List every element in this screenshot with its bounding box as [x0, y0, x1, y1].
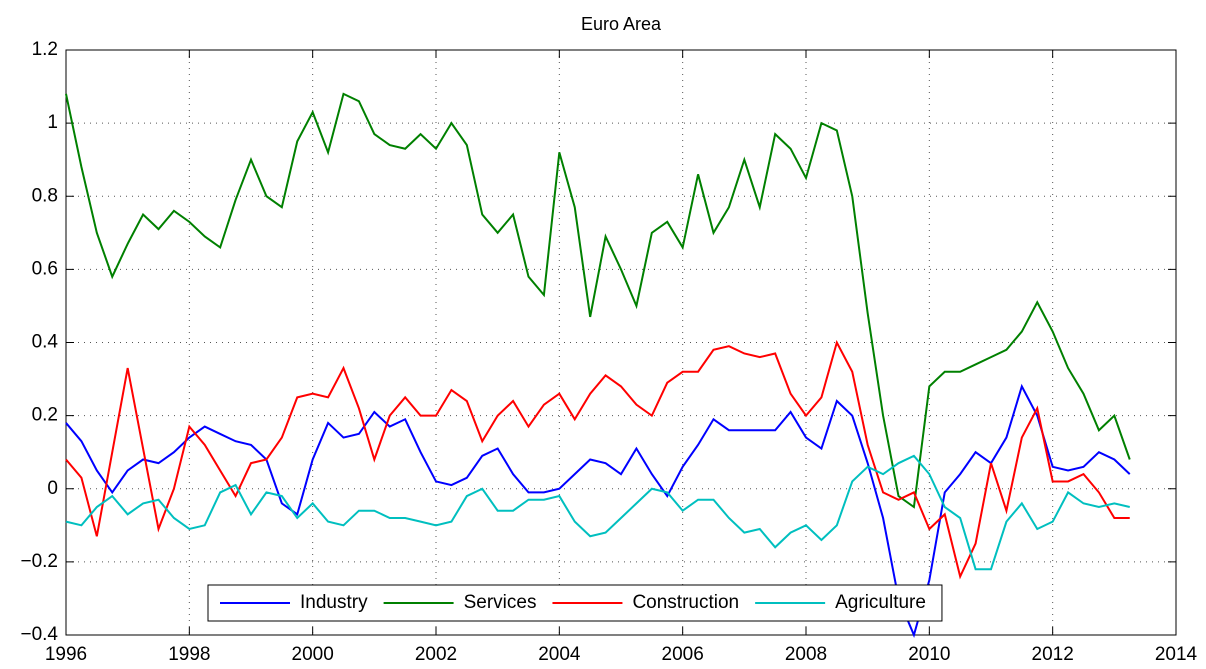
x-tick-label: 2014 — [1155, 644, 1198, 665]
y-tick-label: −0.2 — [20, 551, 58, 572]
series-line — [65, 383, 1131, 639]
x-tick-label: 2000 — [292, 644, 334, 665]
y-tick-label: 0 — [47, 478, 58, 499]
x-tick-label: 1998 — [168, 644, 210, 665]
x-tick-label: 2006 — [662, 644, 704, 665]
x-tick-label: 2010 — [908, 644, 950, 665]
legend-label: Construction — [632, 592, 739, 613]
x-tick-label: 2012 — [1032, 644, 1074, 665]
x-tick-label: 2002 — [415, 644, 457, 665]
series-line — [65, 92, 1131, 509]
legend: Industry Services Construction Agriculture — [207, 584, 943, 622]
y-tick-label: 1 — [47, 112, 58, 133]
series-line — [65, 339, 1130, 580]
y-tick-label: −0.4 — [20, 624, 58, 645]
y-tick-label: 0.6 — [32, 258, 58, 279]
legend-label: Industry — [300, 592, 368, 613]
plot-frame — [65, 49, 1177, 636]
y-tick-label: 1.2 — [32, 39, 58, 60]
series-line — [65, 454, 1130, 571]
legend-label: Services — [464, 592, 537, 613]
x-tick-label: 1996 — [45, 644, 87, 665]
x-tick-label: 2004 — [538, 644, 581, 665]
y-tick-label: 0.8 — [32, 185, 58, 206]
chart-title: Euro Area — [581, 14, 662, 34]
legend-label: Agriculture — [835, 592, 926, 613]
y-tick-label: 0.2 — [32, 405, 58, 426]
y-tick-label: 0.4 — [32, 332, 59, 353]
x-tick-label: 2008 — [785, 644, 827, 665]
